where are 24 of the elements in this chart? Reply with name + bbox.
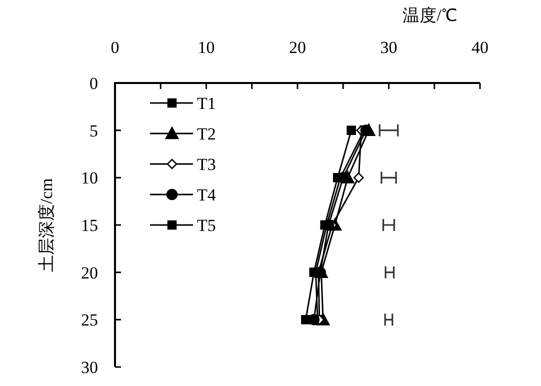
legend-label: T4	[197, 186, 216, 204]
x-tick-label: 10	[198, 38, 215, 57]
legend-item: T4	[150, 186, 216, 204]
legend-item: T5	[150, 216, 216, 235]
legend-label: T5	[197, 216, 216, 235]
y-tick-label: 0	[90, 74, 98, 93]
y-tick-label: 10	[81, 168, 98, 188]
legend-label: T2	[197, 124, 216, 144]
legend-item: T2	[150, 124, 216, 144]
legend-item: T1	[150, 94, 216, 113]
x-tick-label: 20	[289, 38, 306, 57]
y-tick-label: 5	[90, 121, 98, 140]
legend-item: T3	[150, 155, 216, 174]
y-tick-label: 30	[81, 358, 98, 377]
y-tick-label: 15	[81, 216, 98, 235]
x-tick-label: 30	[380, 38, 398, 57]
y-axis-title: 土层深度/cm	[37, 178, 56, 272]
y-tick-label: 20	[81, 263, 98, 282]
y-tick-label: 25	[81, 310, 98, 330]
x-tick-label: 40	[472, 38, 488, 57]
x-axis-title: 温度/℃	[402, 6, 458, 25]
legend-label: T1	[197, 94, 216, 113]
x-tick-label: 0	[110, 38, 120, 57]
legend-label: T3	[197, 155, 216, 174]
